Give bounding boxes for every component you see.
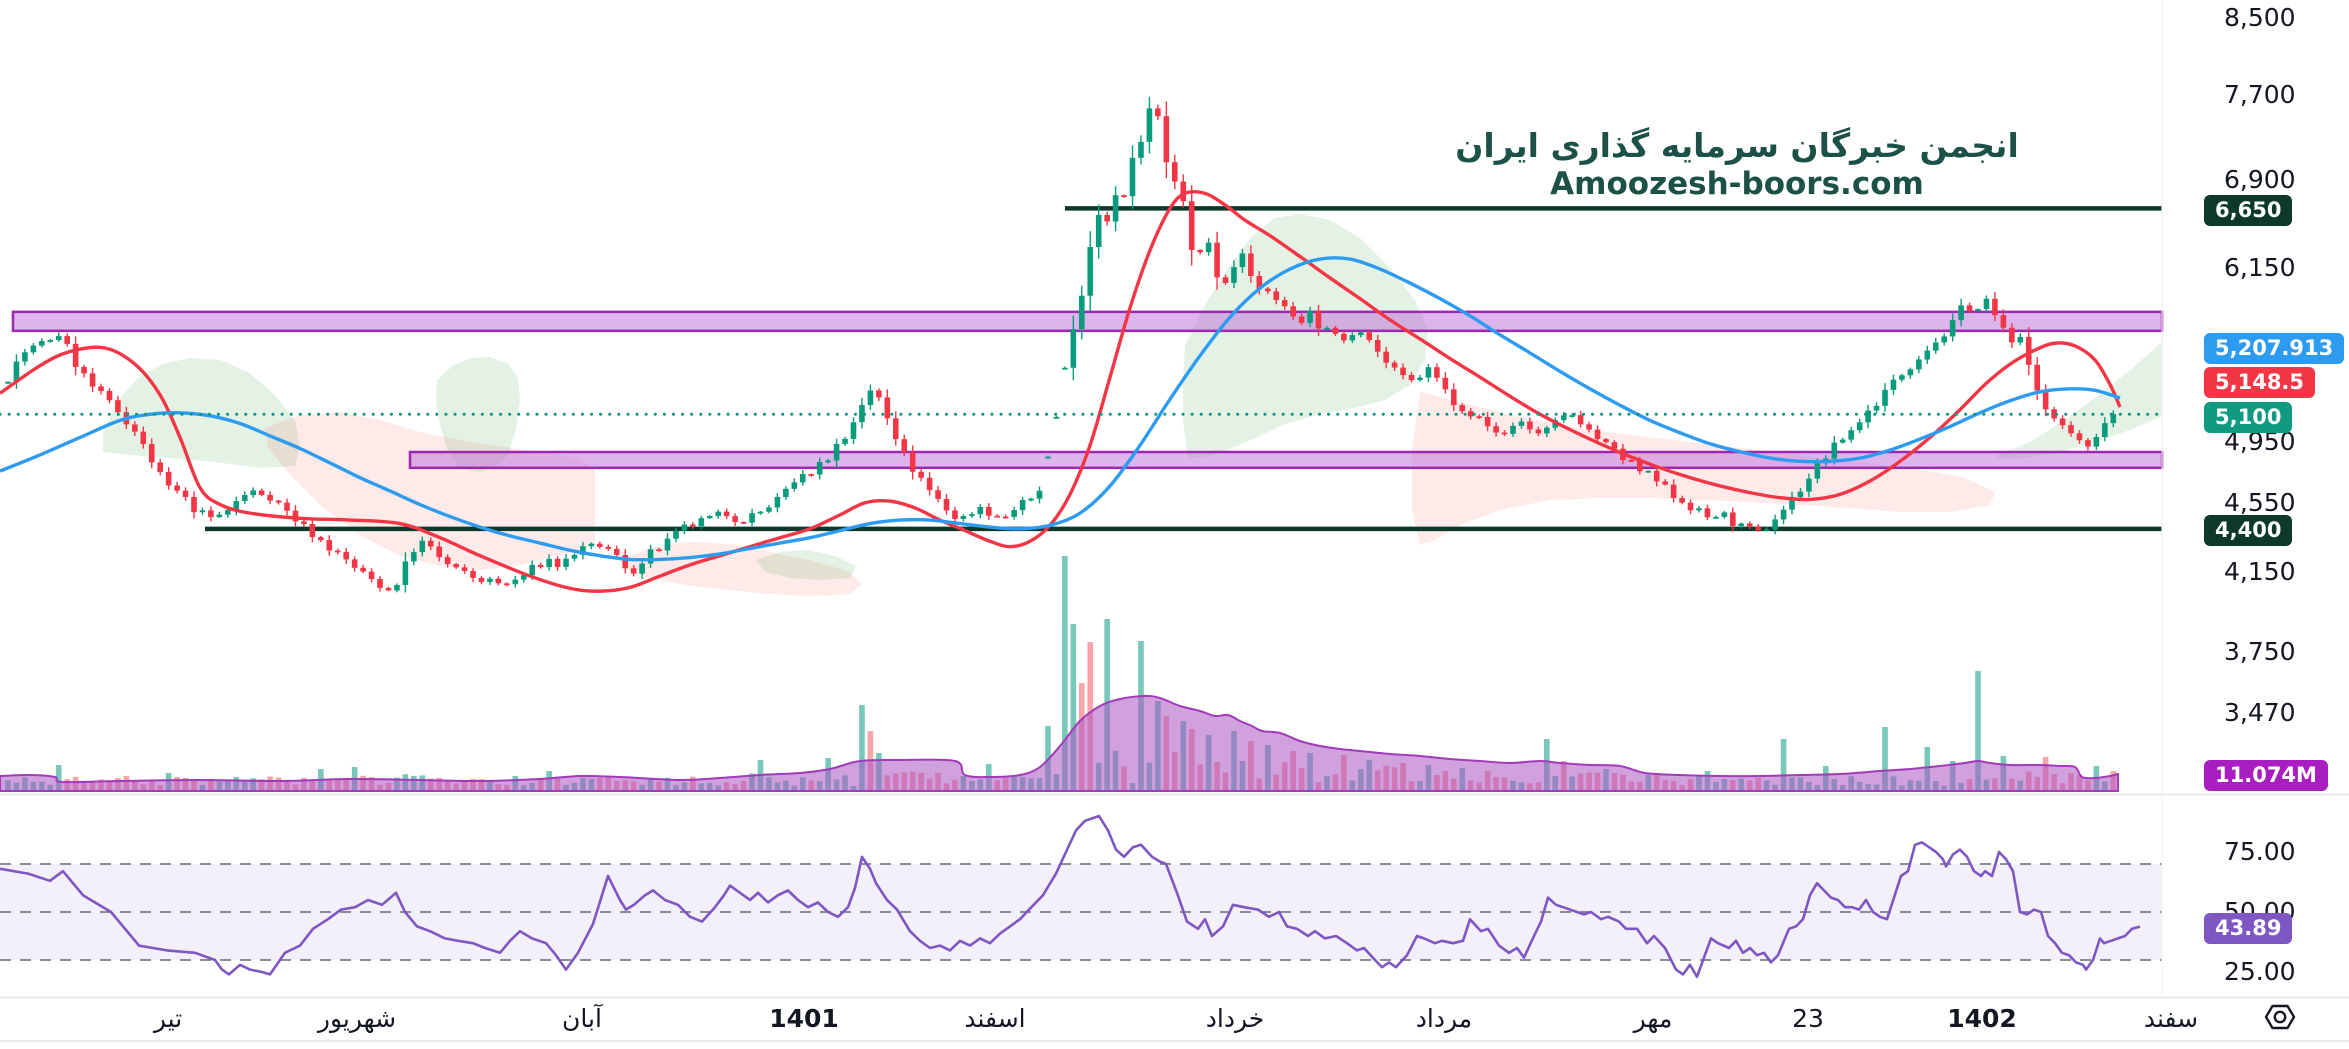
volume-ma-area: [0, 694, 2119, 792]
rsi-pane: [0, 814, 2162, 979]
cloud-green: [1995, 342, 2162, 459]
volume-pane: [0, 556, 2119, 792]
ma-red-line[interactable]: [0, 190, 2122, 593]
zone-rect[interactable]: [11, 310, 2164, 333]
cloud-pink: [620, 542, 862, 596]
cloud-green: [756, 550, 856, 580]
candlesticks: [5, 96, 2117, 593]
ichimoku-clouds: [103, 214, 2162, 596]
settings-hexagon: [2264, 1004, 2296, 1030]
moving-averages: [0, 190, 2122, 593]
ma-blue-line[interactable]: [0, 256, 2121, 562]
settings-icon[interactable]: [2263, 1000, 2297, 1034]
cloud-green: [436, 357, 520, 472]
settings-circle: [2273, 1010, 2287, 1024]
horizontal-levels[interactable]: [205, 206, 2162, 532]
cloud-green: [1183, 214, 1428, 458]
rsi-line[interactable]: [0, 814, 2141, 979]
